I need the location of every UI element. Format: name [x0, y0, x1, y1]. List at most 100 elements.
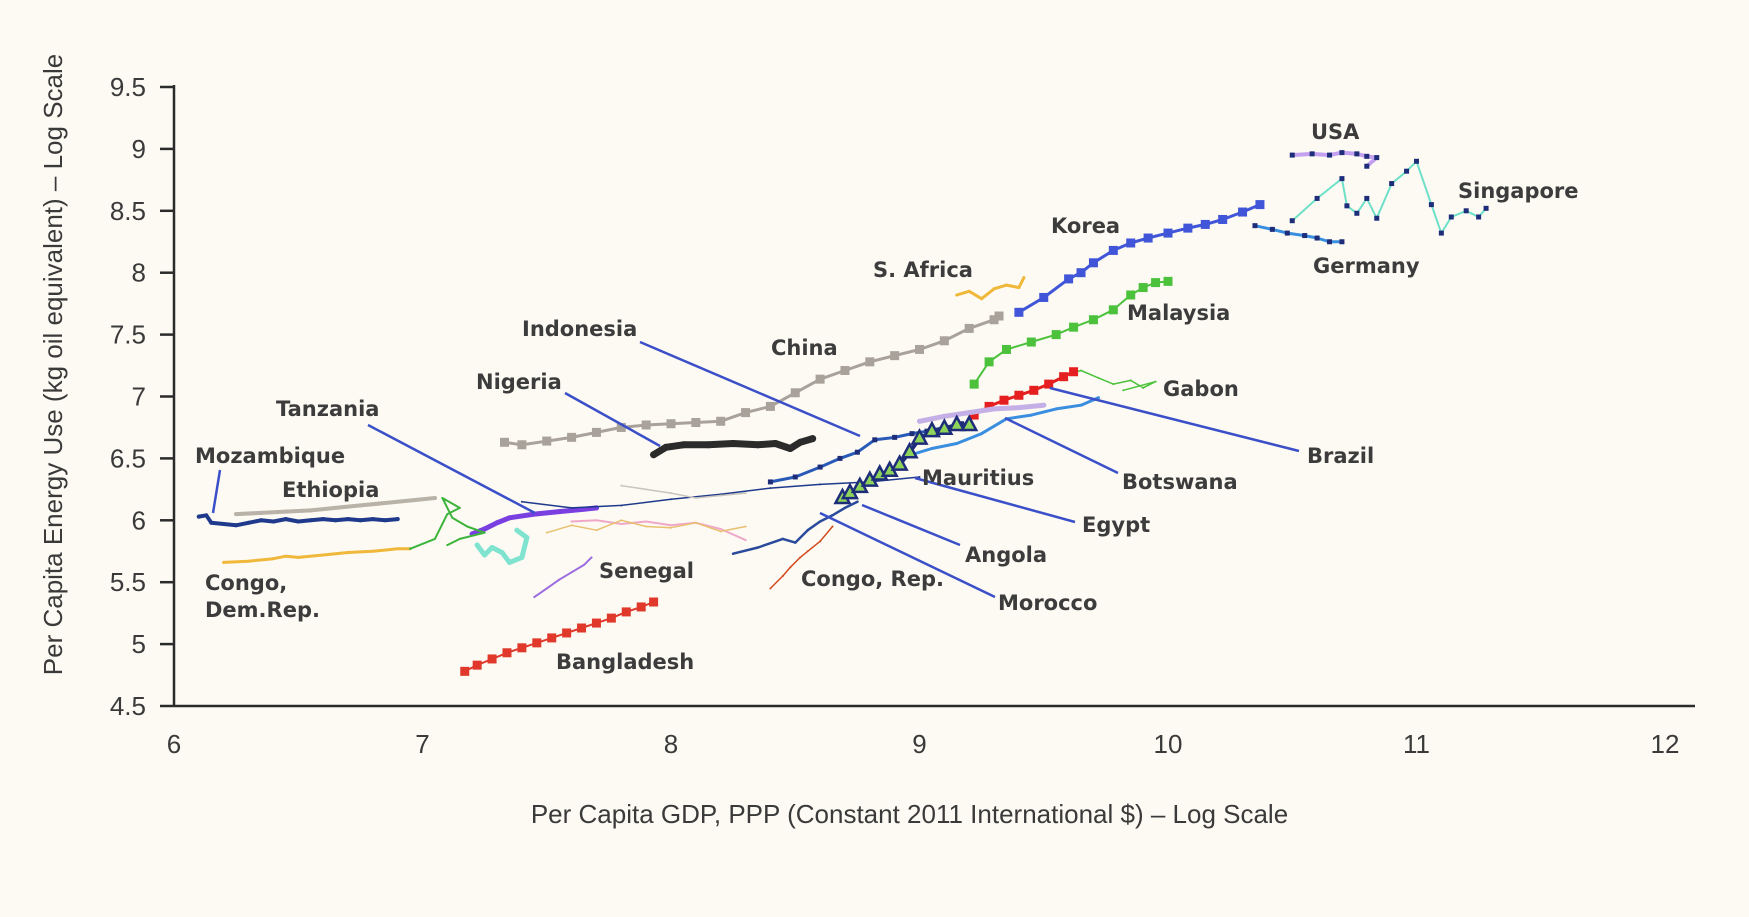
- data-point: [1284, 230, 1290, 236]
- leader-line-tanzania: [367, 423, 536, 515]
- y-tick-label: 6: [132, 505, 146, 535]
- country-labels: Mozambique Ethiopia Congo, Dem.Rep. Tanzania…: [195, 120, 1579, 674]
- data-point: [308, 518, 313, 523]
- data-point: [636, 602, 646, 612]
- data-point: [1108, 245, 1118, 255]
- data-point: [910, 427, 929, 445]
- data-point: [283, 509, 288, 514]
- data-point: [621, 607, 631, 617]
- data-point: [941, 413, 947, 419]
- data-point: [196, 514, 201, 519]
- data-point: [514, 527, 520, 533]
- data-point: [744, 539, 747, 542]
- label-nigeria: Nigeria: [476, 370, 562, 394]
- label-morocco: Morocco: [998, 591, 1097, 615]
- data-point: [645, 520, 648, 523]
- data-point: [558, 578, 561, 581]
- series-malaysia: [969, 276, 1173, 389]
- y-tick-label: 5: [132, 629, 146, 659]
- data-point: [204, 513, 209, 518]
- leader-line-morocco: [819, 511, 996, 599]
- data-point: [533, 596, 536, 599]
- series-senegal: [533, 556, 593, 599]
- data-point: [1029, 413, 1033, 417]
- x-axis-title: Per Capita GDP, PPP (Constant 2011 Inter…: [531, 799, 1288, 829]
- data-point: [794, 541, 797, 544]
- data-point: [489, 545, 495, 551]
- data-point: [606, 613, 616, 623]
- series-s-africa: [955, 276, 1026, 301]
- label-indonesia: Indonesia: [522, 317, 637, 341]
- data-point: [1327, 239, 1333, 245]
- data-point: [570, 571, 573, 574]
- data-point: [583, 563, 586, 566]
- label-germany: Germany: [1313, 254, 1420, 278]
- data-point: [345, 517, 350, 522]
- series-line-mozambique: [196, 513, 400, 528]
- data-point: [980, 297, 984, 301]
- data-point: [806, 550, 809, 553]
- data-point: [994, 311, 1004, 321]
- data-point: [781, 575, 784, 578]
- data-point: [620, 504, 623, 507]
- data-point: [716, 416, 726, 426]
- series-congo-dem-rep: [222, 547, 412, 564]
- data-point: [258, 510, 263, 515]
- data-point: [1142, 386, 1145, 389]
- data-point: [1143, 233, 1153, 243]
- label-malaysia: Malaysia: [1127, 301, 1230, 325]
- data-point: [741, 408, 751, 418]
- data-point: [472, 660, 482, 670]
- data-point: [1327, 152, 1333, 158]
- series-line-morocco: [731, 500, 859, 555]
- data-point: [482, 552, 488, 558]
- data-point: [222, 560, 226, 564]
- data-point: [966, 410, 972, 416]
- series-ghana: [545, 519, 747, 534]
- data-point: [670, 526, 672, 529]
- data-point: [1255, 200, 1265, 210]
- label-china: China: [771, 336, 838, 360]
- series-line-senegal: [533, 556, 593, 599]
- data-point: [234, 523, 239, 528]
- series-kenya: [474, 527, 530, 565]
- data-point: [900, 441, 919, 459]
- label-usa: USA: [1311, 120, 1360, 144]
- data-point: [620, 523, 623, 526]
- data-point: [1309, 151, 1315, 157]
- label-tanzania: Tanzania: [276, 397, 379, 421]
- data-point: [271, 519, 276, 524]
- data-point: [649, 597, 659, 607]
- series-nigeria: [650, 435, 817, 459]
- data-point: [1339, 150, 1345, 156]
- data-point: [955, 293, 959, 297]
- data-point: [769, 487, 772, 490]
- data-point: [744, 525, 747, 528]
- data-point: [1039, 292, 1049, 302]
- label-gabon: Gabon: [1163, 377, 1239, 401]
- data-point: [754, 441, 762, 449]
- data-point: [980, 432, 984, 436]
- label-ethiopia: Ethiopia: [282, 478, 379, 502]
- data-point: [947, 414, 966, 432]
- data-point: [915, 344, 924, 354]
- data-point: [1014, 307, 1024, 317]
- data-point: [790, 388, 800, 398]
- data-point: [1079, 403, 1083, 407]
- data-point: [1364, 195, 1370, 201]
- label-brazil: Brazil: [1307, 444, 1374, 468]
- data-point: [781, 537, 785, 541]
- data-point: [1483, 205, 1489, 211]
- data-point: [922, 420, 942, 438]
- label-bangladesh: Bangladesh: [556, 650, 694, 674]
- data-point: [570, 506, 573, 509]
- data-point: [545, 587, 548, 590]
- data-point: [284, 554, 288, 558]
- data-point: [890, 351, 900, 361]
- data-point: [246, 520, 251, 525]
- data-point: [806, 528, 809, 532]
- data-point: [796, 438, 804, 446]
- series-line-china: [503, 314, 1001, 447]
- data-point: [892, 434, 898, 440]
- data-point: [792, 474, 798, 480]
